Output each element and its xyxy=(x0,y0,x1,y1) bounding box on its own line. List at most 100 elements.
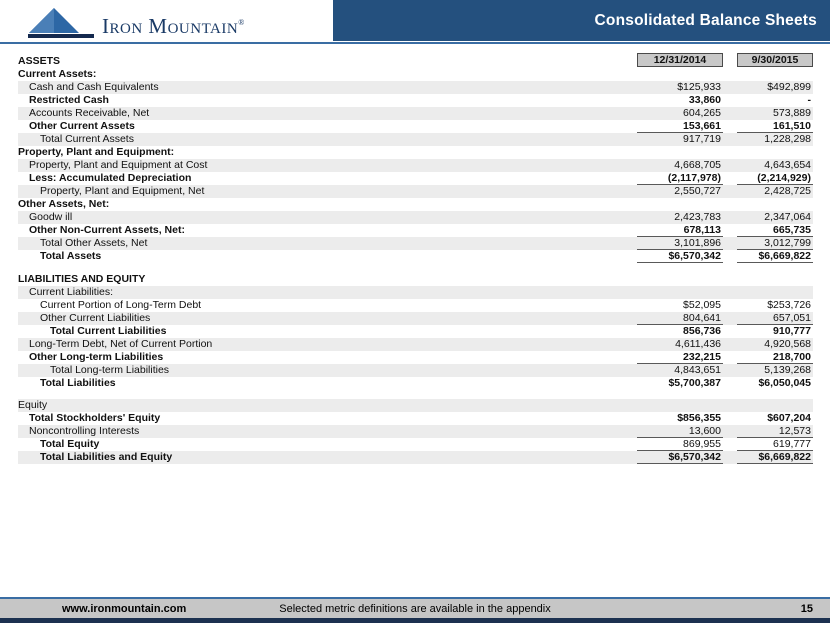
registered-mark: ® xyxy=(238,18,245,27)
row-label: Total Other Assets, Net xyxy=(40,237,148,249)
balance-sheet-table: ASSETS 12/31/2014 9/30/2015 Current Assets:… xyxy=(18,53,813,464)
value-12-31-2014: 869,955 xyxy=(637,438,723,451)
table-row: Property, Plant and Equipment, Net 2,550,… xyxy=(18,185,813,198)
value-9-30-2015: 2,428,725 xyxy=(764,185,811,197)
footer-website-link[interactable]: www.ironmountain.com xyxy=(62,602,187,615)
value-9-30-2015: - xyxy=(807,94,812,106)
value-12-31-2014: 2,423,783 xyxy=(674,211,721,223)
page-title: Consolidated Balance Sheets xyxy=(594,11,817,29)
value-12-31-2014: 804,641 xyxy=(637,312,723,325)
row-label: Current Portion of Long-Term Debt xyxy=(40,299,202,311)
column-header-date: 12/31/2014 xyxy=(637,53,723,67)
value-12-31-2014: 153,661 xyxy=(637,120,723,133)
table-row: Total Current Assets 917,719 1,228,298 xyxy=(18,133,813,146)
row-label: Other Non-Current Assets, Net: xyxy=(29,224,185,236)
value-9-30-2015: 910,777 xyxy=(773,325,811,337)
row-label: Equity xyxy=(18,399,48,411)
value-12-31-2014: 856,736 xyxy=(683,325,721,337)
row-label: Total Current Assets xyxy=(40,133,134,145)
table-row: Current Liabilities: xyxy=(18,286,813,299)
value-9-30-2015 xyxy=(737,399,813,412)
value-12-31-2014: 4,611,436 xyxy=(675,338,721,350)
value-12-31-2014: $52,095 xyxy=(683,299,721,311)
table-row: Total Assets $6,570,342 $6,669,822 xyxy=(18,250,813,263)
value-12-31-2014: $6,570,342 xyxy=(637,451,723,464)
table-row: Total Liabilities $5,700,387 $6,050,045 xyxy=(18,377,813,390)
value-9-30-2015 xyxy=(737,68,813,81)
table-row: Property, Plant and Equipment: xyxy=(18,146,813,159)
table-row: Current Portion of Long-Term Debt $52,095… xyxy=(18,299,813,312)
table-row: Restricted Cash 33,860 - xyxy=(18,94,813,107)
section-gap xyxy=(18,263,813,273)
value-12-31-2014: 917,719 xyxy=(683,133,721,145)
row-label: Other Long-term Liabilities xyxy=(29,351,164,363)
table-row: Total Other Assets, Net 3,101,896 3,012,79… xyxy=(18,237,813,250)
value-12-31-2014: 4,668,705 xyxy=(674,159,721,171)
table-row: Current Assets: xyxy=(18,68,813,81)
value-12-31-2014: $125,933 xyxy=(677,81,721,93)
table-row: Total Current Liabilities 856,736 910,777 xyxy=(18,325,813,338)
footer-divider xyxy=(0,597,830,599)
value-9-30-2015: $6,669,822 xyxy=(737,250,813,263)
value-9-30-2015: (2,214,929) xyxy=(737,172,813,185)
table-row: Other Assets, Net: xyxy=(18,198,813,211)
value-12-31-2014: 4,843,651 xyxy=(674,364,721,376)
table-row: Long-Term Debt, Net of Current Portion 4,… xyxy=(18,338,813,351)
table-row: Noncontrolling Interests 13,600 12,573 xyxy=(18,425,813,438)
value-12-31-2014: $6,570,342 xyxy=(637,250,723,263)
table-row: Cash and Cash Equivalents $125,933 $492,89… xyxy=(18,81,813,94)
value-12-31-2014: $856,355 xyxy=(677,412,721,424)
value-9-30-2015: 4,920,568 xyxy=(764,338,811,350)
table-row: Accounts Receivable, Net 604,265 573,889 xyxy=(18,107,813,120)
mountain-triangle-icon xyxy=(28,8,94,38)
row-label: Total Stockholders' Equity xyxy=(29,412,161,424)
bottom-strip xyxy=(0,618,830,623)
iron-mountain-logo: Iron Mountain® xyxy=(28,5,245,39)
row-label: Total Long-term Liabilities xyxy=(50,364,170,376)
title-banner: Consolidated Balance Sheets xyxy=(333,0,830,41)
value-9-30-2015: 619,777 xyxy=(737,438,813,451)
row-label: Property, Plant and Equipment: xyxy=(18,146,175,158)
column-header-cell: 9/30/2015 xyxy=(737,53,813,68)
value-12-31-2014: $5,700,387 xyxy=(668,377,721,389)
value-12-31-2014 xyxy=(637,273,723,286)
value-9-30-2015: 1,228,298 xyxy=(764,133,811,145)
table-row: Equity xyxy=(18,399,813,412)
value-12-31-2014: 13,600 xyxy=(637,425,723,438)
value-9-30-2015 xyxy=(737,146,813,159)
table-row: Total Long-term Liabilities 4,843,651 5,13… xyxy=(18,364,813,377)
logo-wordmark: Iron Mountain® xyxy=(102,14,245,38)
value-12-31-2014 xyxy=(637,146,723,159)
value-9-30-2015: 4,643,654 xyxy=(764,159,811,171)
row-label: Current Assets: xyxy=(18,68,97,80)
value-9-30-2015 xyxy=(737,198,813,211)
value-9-30-2015: 657,051 xyxy=(737,312,813,325)
section-gap xyxy=(18,390,813,399)
value-12-31-2014: 33,860 xyxy=(688,94,721,106)
row-label: LIABILITIES AND EQUITY xyxy=(18,273,146,285)
page-number: 15 xyxy=(800,602,813,615)
column-header-date: 9/30/2015 xyxy=(737,53,813,67)
value-12-31-2014: 604,265 xyxy=(683,107,721,119)
row-label: Goodw ill xyxy=(29,211,73,223)
row-label: Noncontrolling Interests xyxy=(29,425,140,437)
row-label: Total Equity xyxy=(40,438,100,450)
table-row: Other Non-Current Assets, Net: 678,113 665… xyxy=(18,224,813,237)
row-label: Total Liabilities and Equity xyxy=(40,451,173,463)
value-9-30-2015: $6,669,822 xyxy=(737,451,813,464)
value-9-30-2015: $253,726 xyxy=(767,299,811,311)
row-label: Total Current Liabilities xyxy=(50,325,167,337)
value-12-31-2014: 2,550,727 xyxy=(674,185,721,197)
value-12-31-2014 xyxy=(637,198,723,211)
row-label: Accounts Receivable, Net xyxy=(29,107,150,119)
value-9-30-2015: $492,899 xyxy=(767,81,811,93)
value-9-30-2015: 3,012,799 xyxy=(737,237,813,250)
row-label: Current Liabilities: xyxy=(29,286,114,298)
row-label: Cash and Cash Equivalents xyxy=(29,81,159,93)
value-9-30-2015: $607,204 xyxy=(767,412,811,424)
value-9-30-2015: 161,510 xyxy=(737,120,813,133)
value-12-31-2014: 3,101,896 xyxy=(637,237,723,250)
value-12-31-2014: (2,117,978) xyxy=(637,172,723,185)
table-row: Other Long-term Liabilities 232,215 218,70… xyxy=(18,351,813,364)
